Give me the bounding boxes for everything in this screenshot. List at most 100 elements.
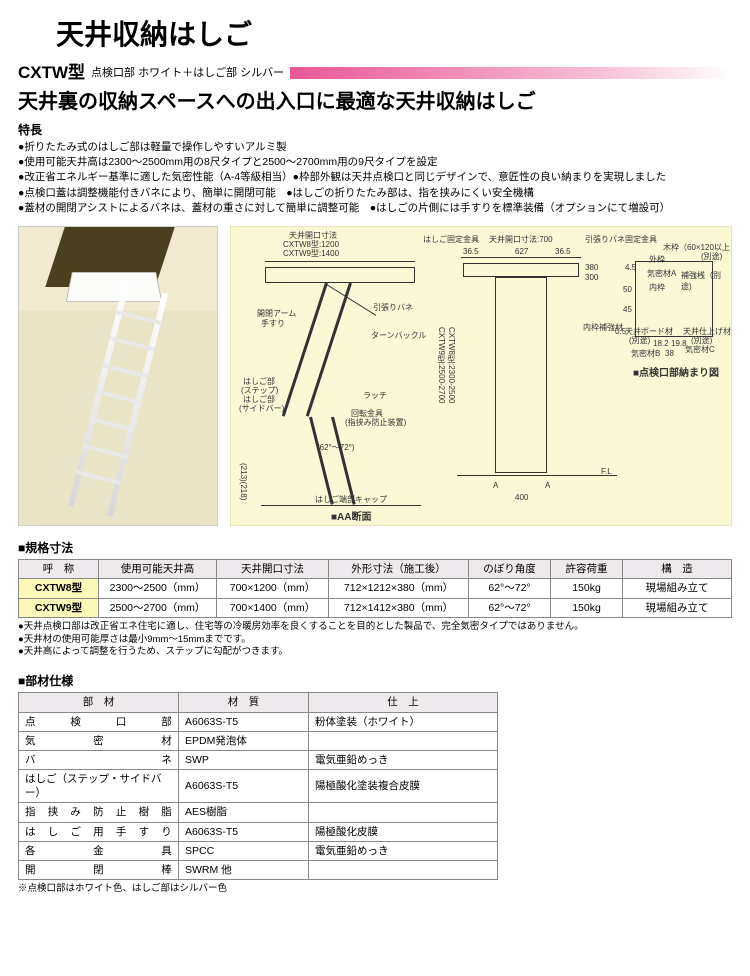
dlabel: 内枠 <box>649 283 665 294</box>
product-photo <box>18 226 218 526</box>
td: 62°～72° <box>469 598 551 617</box>
td: 150kg <box>551 579 623 598</box>
dlabel: 4.5 <box>625 263 636 274</box>
dlabel: 気密材C <box>685 345 715 356</box>
td: 700×1400（mm） <box>217 598 329 617</box>
td: 712×1212×380（mm） <box>329 579 469 598</box>
td: 各 金 具 <box>19 841 179 860</box>
dlabel: 引張りバネ <box>373 303 413 314</box>
dlabel: 300 <box>585 273 598 284</box>
feature-item: 折りたたみ式のはしご部は軽量で操作しやすいアルミ製 <box>18 140 732 155</box>
feature-item: 使用可能天井高は2300～2500mm用の8尺タイプと2500～2700mm用の… <box>18 155 732 170</box>
th: 構 造 <box>623 560 732 579</box>
dlabel: (62°～72°) <box>317 443 355 454</box>
td: 62°～72° <box>469 579 551 598</box>
dlabel: ターンバックル <box>371 331 426 342</box>
td: はしご（ステップ・サイドバー） <box>19 770 179 803</box>
table-row: CXTW8型 2300～2500（mm） 700×1200（mm） 712×12… <box>19 579 732 598</box>
dlabel: (サイドバー) <box>239 404 284 415</box>
td: 開 閉 棒 <box>19 860 179 879</box>
mat-footnote: ※点検口部はホワイト色、はしご部はシルバー色 <box>18 883 732 896</box>
mat-title: ■部材仕様 <box>18 673 732 689</box>
td: A6063S-T5 <box>179 712 309 731</box>
features-title: 特長 <box>18 122 732 138</box>
td: 712×1412×380（mm） <box>329 598 469 617</box>
dlabel: 天井開口寸法:700 <box>489 235 553 246</box>
td: は し ご 用 手 す り <box>19 822 179 841</box>
td: 陽極酸化塗装複合皮膜 <box>309 770 498 803</box>
dlabel: A <box>545 481 550 492</box>
feature-item: 改正省エネルギー基準に適した気密性能（A-4等級相当）●枠部外観は天井点検口と同… <box>18 170 732 185</box>
dlabel: 補強桟（別途) <box>681 271 731 293</box>
model-name: CXTW型 <box>18 62 85 85</box>
td: CXTW8型 <box>19 579 99 598</box>
page-title: 天井収納はしご <box>56 16 732 54</box>
dlabel: CXTW9型:2500-2700 <box>435 327 446 403</box>
dlabel: CXTW9型:1400 <box>283 249 339 260</box>
td: 2300～2500（mm） <box>99 579 217 598</box>
table-row: はしご（ステップ・サイドバー）A6063S-T5陽極酸化塗装複合皮膜 <box>19 770 498 803</box>
td: SPCC <box>179 841 309 860</box>
table-row: 指 挟 み 防 止 樹 脂AES樹脂 <box>19 803 498 822</box>
headline: 天井裏の収納スペースへの出入口に最適な天井収納はしご <box>18 89 732 116</box>
table-row: 開 閉 棒SWRM 他 <box>19 860 498 879</box>
spec-table: 呼 称 使用可能天井高 天井開口寸法 外形寸法（施工後） のぼり角度 許容荷重 … <box>18 559 732 618</box>
dlabel: (指挟み防止装置) <box>345 418 406 429</box>
dlabel: 引張りバネ固定金具 <box>585 235 657 246</box>
dlabel: 気密材B <box>631 349 660 360</box>
table-row: 各 金 具SPCC電気亜鉛めっき <box>19 841 498 860</box>
dlabel: A <box>493 481 498 492</box>
td: SWP <box>179 750 309 769</box>
dlabel: (213)(218) <box>237 463 248 500</box>
td: 粉体塗装（ホワイト） <box>309 712 498 731</box>
th: のぼり角度 <box>469 560 551 579</box>
dlabel: 38 <box>665 349 674 360</box>
td: A6063S-T5 <box>179 770 309 803</box>
dlabel: CXTW8型:2300-2500 <box>445 327 456 403</box>
model-sub: 点検口部 ホワイト＋はしご部 シルバー <box>91 66 284 81</box>
table-row: バ ネSWP電気亜鉛めっき <box>19 750 498 769</box>
th: 許容荷重 <box>551 560 623 579</box>
dlabel: 手すり <box>261 319 285 330</box>
td <box>309 731 498 750</box>
dlabel: ラッチ <box>363 391 387 402</box>
table-row: は し ご 用 手 す りA6063S-T5陽極酸化皮膜 <box>19 822 498 841</box>
dlabel: ■AA断面 <box>331 511 371 525</box>
spec-title: ■規格寸法 <box>18 540 732 556</box>
td <box>309 803 498 822</box>
td: 指 挟 み 防 止 樹 脂 <box>19 803 179 822</box>
th: 外形寸法（施工後） <box>329 560 469 579</box>
td: 700×1200（mm） <box>217 579 329 598</box>
accent-bar <box>290 67 732 79</box>
note: 天井高によって調整を行うため、ステップに勾配がつきます。 <box>18 646 732 659</box>
dlabel: 外枠 <box>649 255 665 266</box>
td: 点 検 口 部 <box>19 712 179 731</box>
th: 使用可能天井高 <box>99 560 217 579</box>
td: 気 密 材 <box>19 731 179 750</box>
td: SWRM 他 <box>179 860 309 879</box>
dlabel: (別途) <box>701 252 722 263</box>
th: 仕 上 <box>309 693 498 712</box>
dlabel: F.L <box>601 467 612 478</box>
note: 天井材の使用可能厚さは最小9mm～15mmまでです。 <box>18 634 732 647</box>
th: 部 材 <box>19 693 179 712</box>
model-row: CXTW型 点検口部 ホワイト＋はしご部 シルバー <box>18 62 732 85</box>
td: EPDM発泡体 <box>179 731 309 750</box>
table-row: CXTW9型 2500～2700（mm） 700×1400（mm） 712×14… <box>19 598 732 617</box>
note: 天井点検口部は改正省エネ住宅に適し、住宅等の冷暖房効率を良くすることを目的とした… <box>18 621 732 634</box>
feature-item: 蓋材の開閉アシストによるバネは、蓋材の重さに対して簡単に調整可能 ●はしごの片側… <box>18 201 732 216</box>
td: A6063S-T5 <box>179 822 309 841</box>
td: 電気亜鉛めっき <box>309 750 498 769</box>
td: バ ネ <box>19 750 179 769</box>
td: AES樹脂 <box>179 803 309 822</box>
table-row: 気 密 材EPDM発泡体 <box>19 731 498 750</box>
dlabel: ■点検口部納まり図 <box>633 367 719 381</box>
td: 2500～2700（mm） <box>99 598 217 617</box>
td: 現場組み立て <box>623 579 732 598</box>
td <box>309 860 498 879</box>
td: 150kg <box>551 598 623 617</box>
technical-diagram: 天井開口寸法 CXTW8型:1200 CXTW9型:1400 はしご固定金具 天… <box>230 226 732 526</box>
th: 呼 称 <box>19 560 99 579</box>
table-row: 点 検 口 部A6063S-T5粉体塗装（ホワイト） <box>19 712 498 731</box>
dlabel: (別途) <box>629 336 650 347</box>
